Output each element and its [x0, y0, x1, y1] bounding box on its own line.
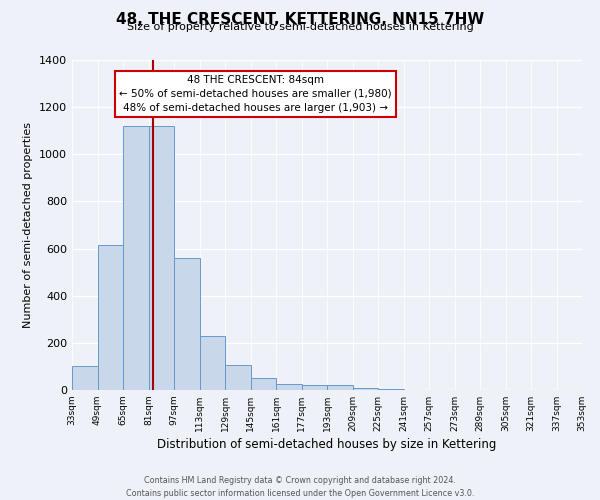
Bar — [199, 336, 225, 390]
Text: Size of property relative to semi-detached houses in Kettering: Size of property relative to semi-detach… — [127, 22, 473, 32]
Text: 48 THE CRESCENT: 84sqm
← 50% of semi-detached houses are smaller (1,980)
48% of : 48 THE CRESCENT: 84sqm ← 50% of semi-det… — [119, 75, 392, 113]
Text: 48, THE CRESCENT, KETTERING, NN15 7HW: 48, THE CRESCENT, KETTERING, NN15 7HW — [116, 12, 484, 28]
Bar — [276, 384, 302, 390]
Y-axis label: Number of semi-detached properties: Number of semi-detached properties — [23, 122, 34, 328]
Bar — [97, 245, 123, 390]
Text: Contains HM Land Registry data © Crown copyright and database right 2024.
Contai: Contains HM Land Registry data © Crown c… — [126, 476, 474, 498]
Bar — [378, 389, 404, 390]
Bar — [123, 126, 149, 390]
Bar — [72, 366, 97, 390]
Bar — [353, 388, 378, 390]
Bar — [225, 365, 251, 390]
Bar — [174, 258, 199, 390]
Bar — [251, 378, 276, 390]
Bar — [327, 386, 353, 390]
X-axis label: Distribution of semi-detached houses by size in Kettering: Distribution of semi-detached houses by … — [157, 438, 497, 451]
Bar — [149, 126, 174, 390]
Bar — [302, 386, 327, 390]
